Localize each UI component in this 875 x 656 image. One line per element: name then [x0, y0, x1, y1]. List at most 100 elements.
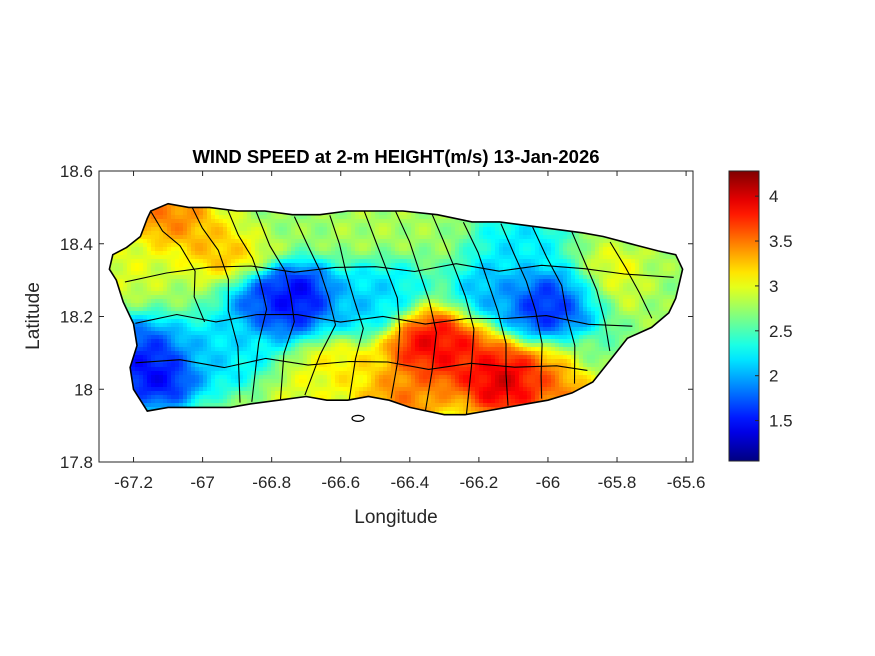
heat-cell — [127, 287, 132, 292]
heat-cell — [127, 251, 132, 256]
heat-cell — [215, 263, 220, 268]
heat-cell — [167, 359, 172, 364]
heat-cell — [415, 279, 420, 284]
heat-cell — [243, 391, 248, 396]
heat-cell — [443, 235, 448, 240]
heat-cell — [327, 267, 332, 272]
heat-cell — [183, 395, 188, 400]
heat-cell — [447, 295, 452, 300]
heat-cell — [207, 371, 212, 376]
heat-cell — [415, 255, 420, 260]
heat-cell — [211, 327, 216, 332]
heat-cell — [235, 391, 240, 396]
heat-cell — [167, 223, 172, 228]
heat-cell — [139, 303, 144, 308]
heat-cell — [167, 399, 172, 404]
heat-cell — [431, 263, 436, 268]
heat-cell — [407, 383, 412, 388]
heat-cell — [139, 395, 144, 400]
heat-cell — [195, 355, 200, 360]
heat-cell — [275, 283, 280, 288]
heat-cell — [399, 287, 404, 292]
heat-cell — [195, 223, 200, 228]
heat-cell — [207, 379, 212, 384]
heat-cell — [231, 239, 236, 244]
heat-cell — [191, 319, 196, 324]
heat-cell — [415, 215, 420, 220]
heat-cell — [403, 291, 408, 296]
heat-cell — [415, 267, 420, 272]
heat-cell — [403, 347, 408, 352]
heat-cell — [151, 215, 156, 220]
heat-cell — [299, 303, 304, 308]
heat-cell — [419, 403, 424, 408]
heat-cell — [247, 287, 252, 292]
heat-cell — [331, 251, 336, 256]
heat-cell — [167, 303, 172, 308]
heat-cell — [355, 279, 360, 284]
heat-cell — [439, 219, 444, 224]
wind-speed-heatmap — [109, 203, 683, 415]
heat-cell — [311, 359, 316, 364]
heat-cell — [283, 227, 288, 232]
heat-cell — [351, 259, 356, 264]
heat-cell — [423, 335, 428, 340]
heat-cell — [183, 331, 188, 336]
heat-cell — [151, 231, 156, 236]
heat-cell — [263, 235, 268, 240]
heat-cell — [271, 271, 276, 276]
heat-cell — [375, 387, 380, 392]
heat-cell — [135, 291, 140, 296]
heat-cell — [223, 283, 228, 288]
heat-cell — [139, 255, 144, 260]
heat-cell — [231, 383, 236, 388]
heat-cell — [299, 319, 304, 324]
heat-cell — [439, 295, 444, 300]
heat-cell — [219, 315, 224, 320]
heat-cell — [255, 331, 260, 336]
heat-cell — [327, 239, 332, 244]
heat-cell — [171, 271, 176, 276]
heat-cell — [227, 223, 232, 228]
heat-cell — [375, 275, 380, 280]
heat-cell — [431, 271, 436, 276]
heat-cell — [303, 363, 308, 368]
heat-cell — [371, 275, 376, 280]
heat-cell — [315, 307, 320, 312]
heat-cell — [351, 387, 356, 392]
heat-cell — [167, 263, 172, 268]
heat-cell — [263, 211, 268, 216]
heat-cell — [247, 391, 252, 396]
heat-cell — [211, 231, 216, 236]
heat-cell — [443, 383, 448, 388]
heat-cell — [367, 323, 372, 328]
heat-cell — [211, 359, 216, 364]
heat-cell — [163, 363, 168, 368]
heat-cell — [175, 331, 180, 336]
heat-cell — [147, 227, 152, 232]
heat-cell — [375, 347, 380, 352]
heat-cell — [247, 235, 252, 240]
heat-cell — [183, 315, 188, 320]
heat-cell — [291, 303, 296, 308]
heat-cell — [343, 323, 348, 328]
heat-cell — [447, 335, 452, 340]
heat-cell — [291, 239, 296, 244]
heat-cell — [359, 243, 364, 248]
heat-cell — [355, 247, 360, 252]
heat-cell — [363, 255, 368, 260]
heat-cell — [259, 387, 264, 392]
heat-cell — [251, 307, 256, 312]
heat-cell — [379, 215, 384, 220]
heat-cell — [219, 263, 224, 268]
heat-cell — [331, 295, 336, 300]
heat-cell — [291, 327, 296, 332]
heat-cell — [403, 359, 408, 364]
heat-cell — [267, 267, 272, 272]
heat-cell — [407, 343, 412, 348]
heat-cell — [167, 275, 172, 280]
heat-cell — [435, 339, 440, 344]
heat-cell — [271, 283, 276, 288]
heat-cell — [135, 391, 140, 396]
heat-cell — [339, 363, 344, 368]
